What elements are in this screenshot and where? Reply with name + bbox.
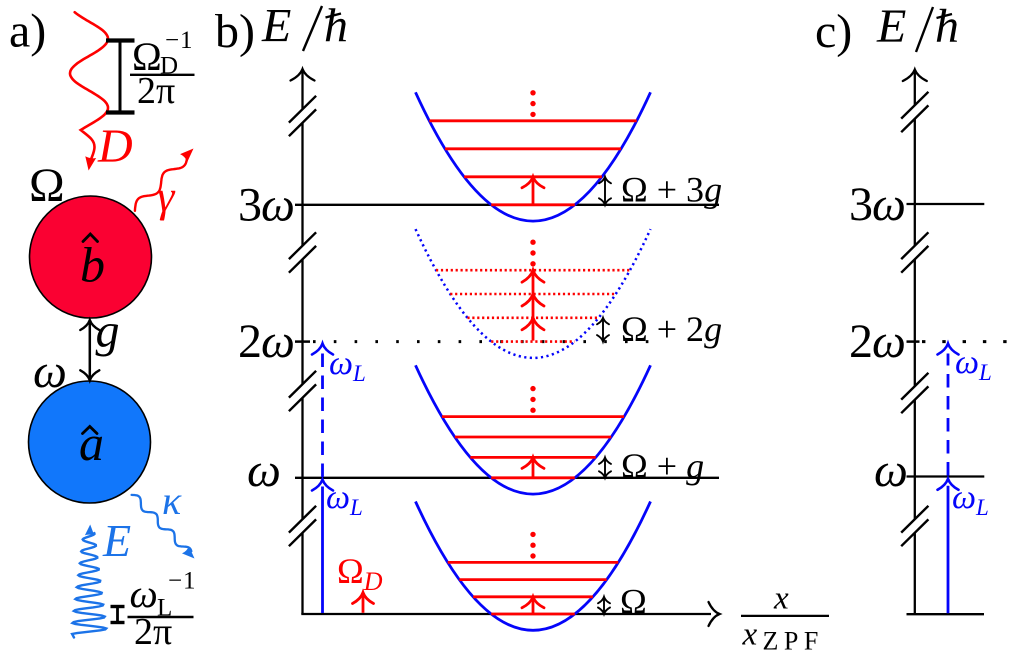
svg-text:2π: 2π	[134, 611, 172, 653]
svg-text:a): a)	[9, 5, 46, 58]
svg-text:b): b)	[215, 5, 255, 58]
svg-text:E: E	[102, 515, 131, 566]
svg-text:x: x	[742, 617, 758, 653]
svg-text:E: E	[261, 0, 291, 52]
svg-text:κ: κ	[162, 478, 182, 523]
svg-text:2π: 2π	[137, 70, 175, 112]
svg-text:−: −	[165, 27, 179, 54]
svg-text:3: 3	[849, 178, 873, 231]
svg-text:ω: ω	[130, 571, 158, 616]
svg-text:ω: ω	[874, 444, 908, 497]
svg-text:ω: ω	[872, 178, 906, 231]
svg-text:D: D	[160, 53, 178, 80]
svg-text:γ: γ	[157, 172, 176, 221]
svg-text:h: h	[324, 0, 348, 52]
svg-text:ω: ω	[872, 315, 906, 368]
svg-text:1: 1	[183, 568, 196, 595]
svg-text:2: 2	[238, 315, 262, 368]
svg-text:g: g	[96, 305, 120, 358]
svg-text:L: L	[157, 595, 172, 622]
svg-text:Ω: Ω	[132, 34, 162, 79]
svg-text:ω: ω	[261, 315, 295, 368]
svg-text:ω: ω	[261, 179, 295, 232]
svg-text:3: 3	[238, 179, 262, 232]
svg-text:b: b	[80, 237, 105, 293]
svg-text:ZPF: ZPF	[763, 627, 824, 656]
svg-text:Ω + 3g: Ω + 3g	[621, 170, 722, 210]
svg-text:−: −	[168, 568, 182, 595]
svg-text:Ω + g: Ω + g	[621, 446, 704, 486]
svg-text:Ω + 2g: Ω + 2g	[621, 309, 722, 349]
svg-text:ωL: ωL	[326, 479, 363, 520]
svg-text:x: x	[773, 581, 789, 617]
svg-text:2: 2	[849, 315, 873, 368]
svg-text:1: 1	[180, 27, 193, 54]
svg-text:h: h	[935, 0, 959, 53]
svg-text:D: D	[97, 120, 133, 173]
svg-text:a: a	[79, 415, 104, 471]
svg-text:ω: ω	[33, 345, 67, 398]
svg-text:ω: ω	[247, 444, 281, 497]
svg-text:Ω: Ω	[620, 582, 647, 622]
svg-text:Ω: Ω	[29, 159, 65, 212]
svg-text:ωL: ωL	[955, 344, 992, 385]
svg-text:c): c)	[815, 5, 852, 58]
svg-text:E: E	[876, 0, 906, 53]
